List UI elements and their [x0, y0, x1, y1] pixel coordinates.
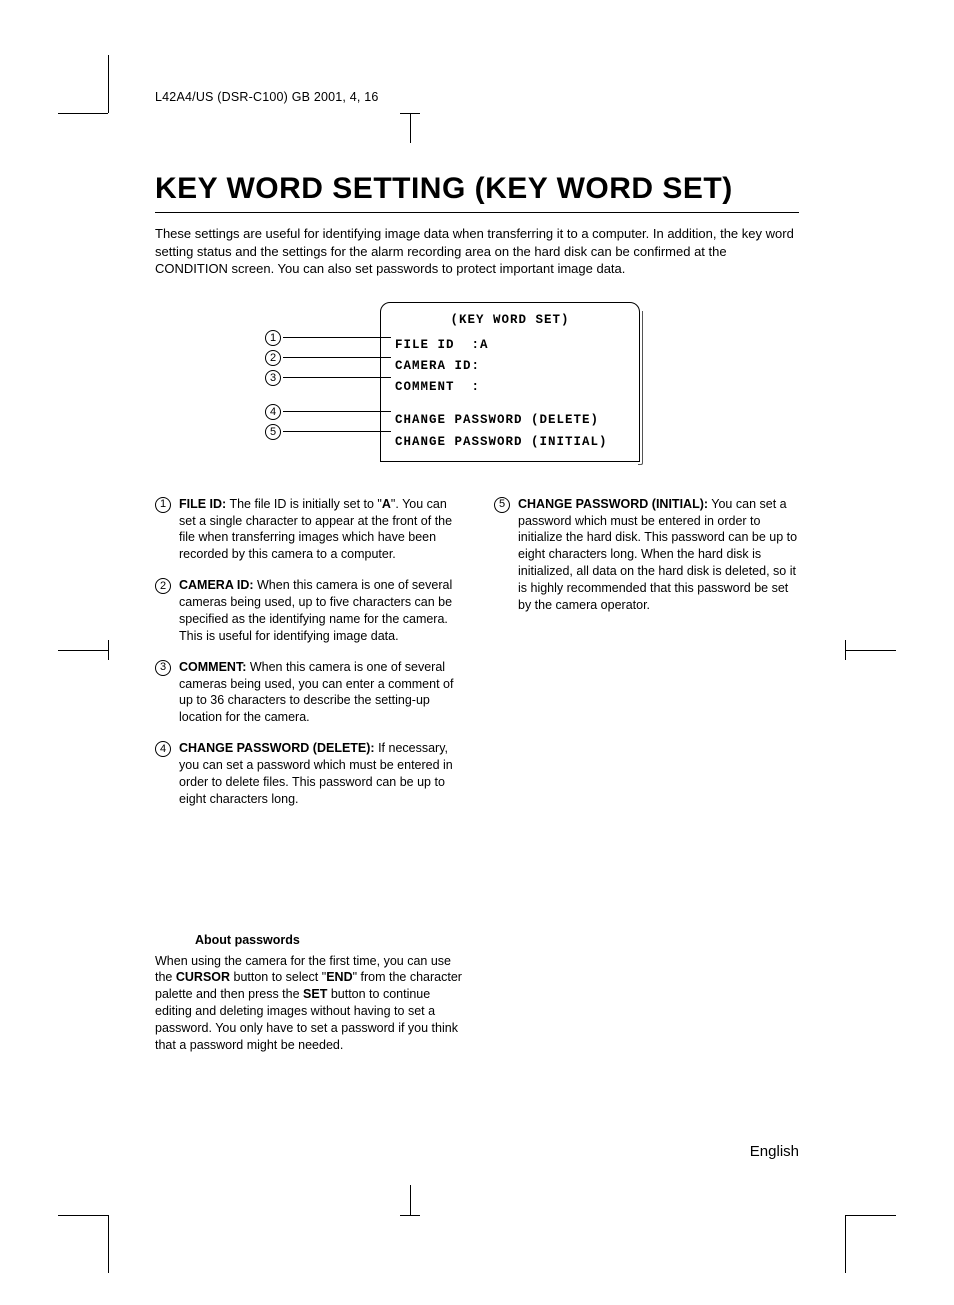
osd-row-change-pw-delete: CHANGE PASSWORD (DELETE) [395, 410, 625, 431]
osd-row-camera-id: CAMERA ID: [395, 356, 625, 377]
osd-screen: (KEY WORD SET) FILE ID :A CAMERA ID: COM… [380, 302, 640, 462]
item-1-marker: 1 [155, 497, 171, 513]
screen-diagram: 1 2 3 4 5 (KEY WORD SET) FILE ID :A CAME… [155, 302, 799, 472]
item-1-text-a: The file ID is initially set to " [226, 497, 382, 511]
callout-4: 4 [265, 404, 281, 420]
item-5-label: CHANGE PASSWORD (INITIAL): [518, 497, 708, 511]
about-passwords-body: When using the camera for the first time… [155, 953, 464, 1054]
left-column: 1 FILE ID: The file ID is initially set … [155, 496, 460, 822]
page-title: KEY WORD SETTING (KEY WORD SET) [155, 172, 799, 213]
item-1: 1 FILE ID: The file ID is initially set … [155, 496, 460, 564]
item-4-label: CHANGE PASSWORD (DELETE): [179, 741, 375, 755]
language-label: English [750, 1143, 799, 1160]
description-columns: 1 FILE ID: The file ID is initially set … [155, 496, 799, 822]
item-3-label: COMMENT: [179, 660, 246, 674]
item-2-marker: 2 [155, 578, 171, 594]
osd-row-file-id: FILE ID :A [395, 335, 625, 356]
callout-2: 2 [265, 350, 281, 366]
header-code: L42A4/US (DSR-C100) GB 2001, 4, 16 [155, 90, 799, 104]
osd-title: (KEY WORD SET) [395, 313, 625, 327]
item-3-marker: 3 [155, 660, 171, 676]
item-3: 3 COMMENT: When this camera is one of se… [155, 659, 460, 727]
item-2-label: CAMERA ID: [179, 578, 254, 592]
item-4-marker: 4 [155, 741, 171, 757]
intro-paragraph: These settings are useful for identifyin… [155, 225, 799, 278]
item-1-bold: A [382, 497, 391, 511]
item-5: 5 CHANGE PASSWORD (INITIAL): You can set… [494, 496, 799, 614]
about-passwords: About passwords When using the camera fo… [155, 932, 464, 1054]
right-column: 5 CHANGE PASSWORD (INITIAL): You can set… [494, 496, 799, 822]
osd-row-comment: COMMENT : [395, 377, 625, 398]
item-5-marker: 5 [494, 497, 510, 513]
about-passwords-heading: About passwords [195, 932, 464, 949]
item-5-text: You can set a password which must be ent… [518, 497, 797, 612]
item-1-label: FILE ID: [179, 497, 226, 511]
callout-3: 3 [265, 370, 281, 386]
item-4: 4 CHANGE PASSWORD (DELETE): If necessary… [155, 740, 460, 808]
callout-1: 1 [265, 330, 281, 346]
item-2: 2 CAMERA ID: When this camera is one of … [155, 577, 460, 645]
callout-5: 5 [265, 424, 281, 440]
osd-row-change-pw-initial: CHANGE PASSWORD (INITIAL) [395, 432, 625, 453]
